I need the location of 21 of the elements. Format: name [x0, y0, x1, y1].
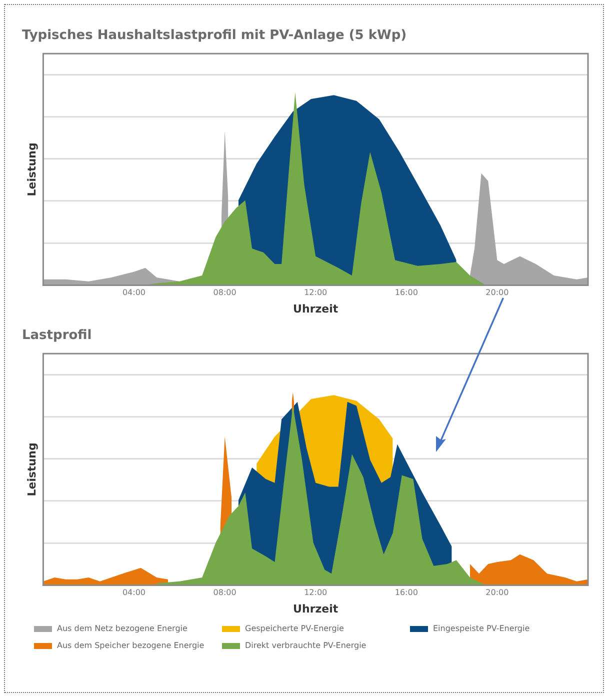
x-tick-label: 04:00: [122, 588, 146, 598]
x-tick-label: 12:00: [304, 588, 328, 598]
x-tick-label: 20:00: [486, 288, 509, 298]
x-tick-label: 12:00: [304, 288, 328, 298]
x-tick-label: 20:00: [486, 588, 509, 598]
x-axis-title: Uhrzeit: [293, 602, 338, 616]
x-tick-label: 08:00: [213, 588, 236, 598]
y-axis-title: Leistung: [25, 142, 38, 196]
x-tick-label: 04:00: [122, 288, 146, 298]
chart-title: Typisches Haushaltslastprofil mit PV-Anlage (5 kWp): [22, 28, 407, 44]
legend-label: Eingespeiste PV-Energie: [433, 624, 530, 633]
legend-label: Aus dem Netz bezogene Energie: [57, 624, 188, 633]
legend-label: Direkt verbrauchte PV-Energie: [245, 641, 366, 650]
x-tick-label: 16:00: [394, 288, 418, 298]
legend-label: Gespeicherte PV-Energie: [245, 624, 344, 633]
x-tick-label: 08:00: [213, 288, 236, 298]
x-axis-title: Uhrzeit: [293, 302, 338, 316]
x-tick-label: 16:00: [394, 588, 418, 598]
legend-label: Aus dem Speicher bezogene Energie: [57, 641, 204, 650]
y-axis-title: Leistung: [25, 442, 38, 496]
chart-title: Lastprofil: [22, 328, 92, 344]
